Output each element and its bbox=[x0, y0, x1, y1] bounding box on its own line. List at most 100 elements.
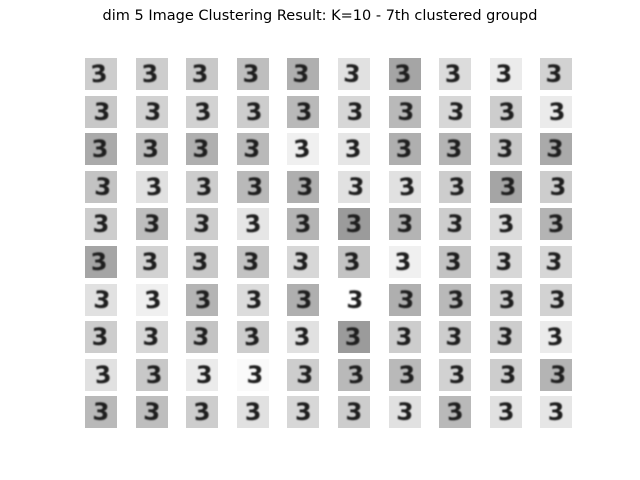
digit-glyph: 3 bbox=[292, 134, 312, 164]
digit-glyph: 3 bbox=[497, 97, 517, 127]
digit-glyph: 3 bbox=[446, 285, 466, 315]
cluster-image-tile: 3 bbox=[540, 133, 573, 166]
page-title: dim 5 Image Clustering Result: K=10 - 7t… bbox=[102, 8, 538, 24]
cluster-image-tile: 3 bbox=[287, 321, 320, 354]
cluster-image-tile: 3 bbox=[388, 358, 421, 391]
digit-glyph: 3 bbox=[345, 210, 363, 239]
digit-glyph: 3 bbox=[448, 360, 466, 389]
cluster-image-tile: 3 bbox=[489, 283, 522, 316]
cluster-image-tile: 3 bbox=[135, 170, 168, 203]
digit-glyph: 3 bbox=[393, 59, 412, 89]
cluster-image-tile: 3 bbox=[439, 283, 472, 316]
digit-glyph: 3 bbox=[144, 172, 163, 202]
cluster-image-tile: 3 bbox=[489, 246, 522, 278]
cluster-image-tile: 3 bbox=[236, 321, 269, 354]
digit-glyph: 3 bbox=[495, 134, 514, 164]
cluster-image-tile: 3 bbox=[85, 208, 117, 241]
digit-glyph: 3 bbox=[191, 59, 209, 89]
digit-glyph: 3 bbox=[93, 172, 113, 202]
cluster-image-tile: 3 bbox=[85, 358, 117, 391]
cluster-image-tile: 3 bbox=[540, 358, 573, 391]
cluster-image-tile: 3 bbox=[236, 208, 269, 241]
cluster-image-tile: 3 bbox=[388, 58, 421, 90]
cluster-image-tile: 3 bbox=[135, 396, 168, 429]
digit-glyph: 3 bbox=[494, 247, 513, 277]
digit-glyph: 3 bbox=[292, 59, 311, 89]
cluster-image-tile: 3 bbox=[439, 133, 472, 166]
digit-glyph: 3 bbox=[343, 134, 363, 164]
digit-glyph: 3 bbox=[545, 134, 565, 164]
cluster-image-tile: 3 bbox=[85, 283, 117, 316]
cluster-image-tile: 3 bbox=[338, 358, 370, 391]
digit-glyph: 3 bbox=[448, 172, 467, 202]
cluster-image-tile: 3 bbox=[85, 396, 117, 429]
digit-glyph: 3 bbox=[446, 96, 466, 127]
cluster-image-tile: 3 bbox=[287, 358, 320, 391]
digit-glyph: 3 bbox=[93, 360, 113, 390]
cluster-image-tile: 3 bbox=[489, 396, 522, 429]
digit-glyph: 3 bbox=[342, 247, 362, 277]
cluster-image-tile: 3 bbox=[186, 358, 219, 391]
cluster-image-tile: 3 bbox=[540, 170, 573, 203]
digit-glyph: 3 bbox=[246, 172, 264, 201]
cluster-image-tile: 3 bbox=[338, 58, 370, 90]
cluster-image-tile: 3 bbox=[338, 396, 370, 429]
digit-glyph: 3 bbox=[499, 360, 517, 389]
cluster-image-tile: 3 bbox=[85, 133, 117, 166]
digit-glyph: 3 bbox=[244, 97, 263, 127]
cluster-image-tile: 3 bbox=[388, 208, 421, 241]
digit-glyph: 3 bbox=[545, 59, 564, 89]
digit-glyph: 3 bbox=[93, 97, 111, 126]
cluster-image-tile: 3 bbox=[388, 246, 421, 278]
cluster-image-tile: 3 bbox=[236, 133, 269, 166]
digit-glyph: 3 bbox=[296, 172, 315, 202]
digit-glyph: 3 bbox=[142, 135, 159, 164]
digit-glyph: 3 bbox=[548, 97, 567, 126]
digit-glyph: 3 bbox=[499, 172, 517, 201]
cluster-image-tile: 3 bbox=[338, 208, 370, 241]
digit-glyph: 3 bbox=[296, 360, 315, 390]
digit-glyph: 3 bbox=[445, 322, 464, 352]
cluster-image-tile: 3 bbox=[540, 58, 573, 90]
digit-glyph: 3 bbox=[496, 397, 515, 427]
cluster-image-tile: 3 bbox=[85, 170, 117, 203]
cluster-image-tile: 3 bbox=[540, 246, 573, 278]
cluster-image-tile: 3 bbox=[135, 58, 168, 90]
cluster-image-tile: 3 bbox=[338, 133, 370, 166]
cluster-image-tile: 3 bbox=[287, 58, 320, 90]
cluster-image-tile: 3 bbox=[186, 95, 219, 128]
digit-glyph: 3 bbox=[293, 322, 312, 352]
digit-glyph: 3 bbox=[192, 209, 212, 240]
digit-glyph: 3 bbox=[295, 398, 312, 427]
digit-glyph: 3 bbox=[142, 209, 161, 239]
digit-glyph: 3 bbox=[191, 247, 209, 277]
cluster-image-tile: 3 bbox=[388, 321, 421, 354]
cluster-image-tile: 3 bbox=[338, 321, 370, 354]
digit-glyph: 3 bbox=[242, 59, 260, 89]
digit-glyph: 3 bbox=[143, 284, 163, 315]
cluster-image-tile: 3 bbox=[540, 208, 573, 241]
cluster-image-tile: 3 bbox=[489, 95, 522, 128]
cluster-image-tile: 3 bbox=[439, 58, 472, 90]
cluster-image-tile: 3 bbox=[85, 321, 117, 354]
cluster-image-tile: 3 bbox=[287, 208, 320, 241]
digit-glyph: 3 bbox=[144, 360, 163, 390]
cluster-image-tile: 3 bbox=[236, 58, 269, 90]
digit-glyph: 3 bbox=[91, 397, 111, 427]
digit-glyph: 3 bbox=[92, 285, 112, 315]
digit-glyph: 3 bbox=[295, 285, 313, 314]
digit-glyph: 3 bbox=[92, 210, 110, 239]
digit-glyph: 3 bbox=[243, 209, 263, 239]
cluster-image-tile: 3 bbox=[85, 246, 117, 278]
digit-glyph: 3 bbox=[549, 285, 566, 314]
digit-glyph: 3 bbox=[91, 134, 109, 164]
cluster-image-tile: 3 bbox=[186, 133, 219, 166]
digit-glyph: 3 bbox=[397, 360, 416, 390]
cluster-image-tile: 3 bbox=[540, 321, 573, 354]
digit-glyph: 3 bbox=[346, 97, 364, 126]
digit-glyph: 3 bbox=[345, 285, 365, 315]
digit-glyph: 3 bbox=[140, 247, 159, 277]
digit-glyph: 3 bbox=[342, 59, 362, 89]
digit-glyph: 3 bbox=[445, 397, 465, 428]
cluster-image-tile: 3 bbox=[236, 95, 269, 128]
